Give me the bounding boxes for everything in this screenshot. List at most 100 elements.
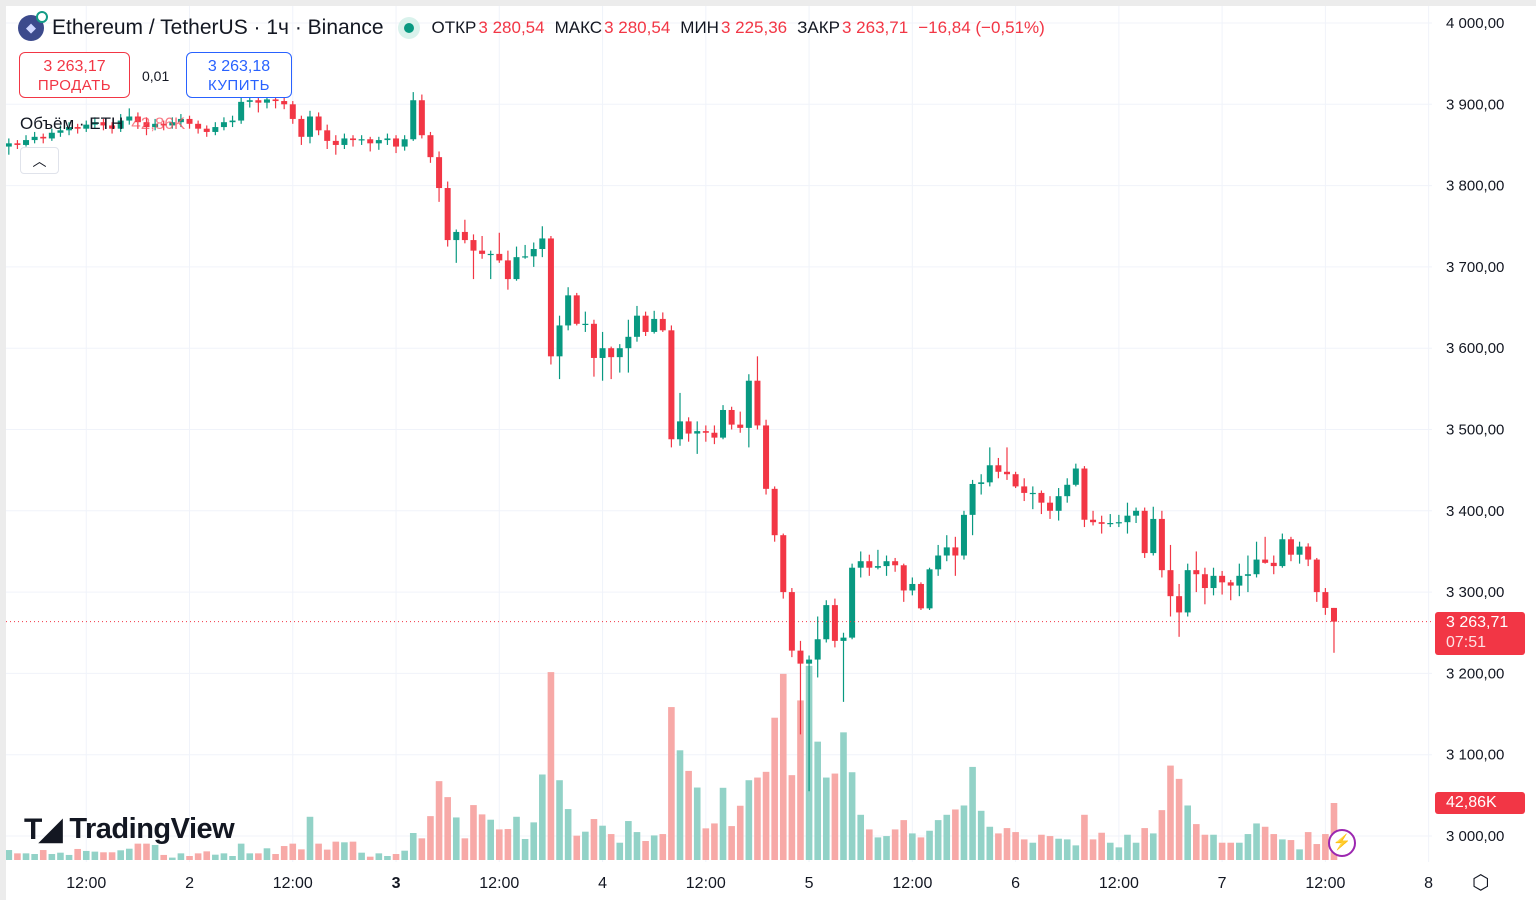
candle	[23, 135, 30, 147]
candle-body	[91, 122, 98, 125]
candle	[866, 554, 873, 576]
volume-bar	[444, 797, 451, 860]
sell-button[interactable]: 3 263,17 ПРОДАТЬ	[19, 52, 130, 98]
volume-bar	[169, 857, 176, 860]
candle	[771, 486, 778, 542]
volume-bar	[57, 852, 64, 860]
candle-body	[1133, 510, 1140, 516]
candle-body	[530, 249, 537, 257]
volume-bar	[547, 672, 555, 860]
candle-body	[6, 143, 12, 147]
brand-name: TradingView	[69, 813, 235, 845]
candle	[1158, 510, 1165, 578]
candle-body	[444, 188, 451, 241]
lightning-icon[interactable]: ⚡	[1328, 829, 1356, 857]
volume-bar	[461, 838, 469, 860]
volume-bar	[513, 816, 520, 860]
candle	[616, 344, 623, 373]
volume-bar	[702, 828, 710, 860]
candle-body	[599, 348, 606, 358]
price-tick-label: 3 100,00	[1446, 747, 1504, 764]
volume-bar	[323, 849, 331, 860]
candle-body	[418, 100, 425, 136]
candle-body	[169, 122, 176, 126]
candle	[1064, 478, 1071, 503]
tradingview-logo[interactable]: T◢ TradingView	[24, 812, 235, 847]
candle-body	[720, 409, 727, 438]
candle-body	[23, 140, 30, 145]
candle	[917, 582, 924, 610]
candle-body	[874, 566, 881, 568]
time-tick-label: 12:00	[479, 875, 519, 892]
candle-body	[1330, 607, 1337, 622]
volume-bar	[831, 773, 839, 860]
volume-bar	[952, 809, 959, 860]
volume-bar	[685, 770, 692, 860]
candle	[1219, 570, 1226, 595]
candle-body	[522, 256, 529, 258]
volume-bar	[530, 822, 538, 860]
candle	[229, 115, 236, 128]
candle-body	[866, 561, 873, 568]
candle	[14, 140, 21, 150]
candle-body	[1193, 570, 1200, 575]
change-value: −16,84 (−0,51%)	[918, 18, 1045, 37]
volume-bar	[822, 777, 830, 860]
candle-body	[849, 567, 856, 638]
sell-label: ПРОДАТЬ	[37, 77, 112, 94]
volume-value-label: 42,86K	[1435, 792, 1525, 814]
candle	[814, 616, 821, 678]
candle	[48, 128, 55, 141]
candle-body	[220, 122, 227, 128]
low-value: 3 225,36	[720, 18, 788, 37]
volume-bar	[1012, 832, 1019, 860]
candle	[625, 319, 632, 373]
chart-panel[interactable]: 4 000,00 3 900,00 3 800,00 3 700,00 3 600,00…	[6, 6, 1536, 900]
volume-bar	[496, 829, 503, 860]
volume-bar	[470, 805, 477, 860]
volume-bar	[1098, 832, 1105, 860]
candle-body	[263, 99, 270, 103]
volume-bar	[134, 843, 142, 860]
volume-bar	[1115, 847, 1123, 860]
volume-bar	[1322, 834, 1329, 860]
candlestick-chart[interactable]: 4 000,00 3 900,00 3 800,00 3 700,00 3 600,00…	[6, 6, 1536, 900]
buy-button[interactable]: 3 263,18 КУПИТЬ	[186, 52, 292, 98]
candle-body	[496, 253, 503, 261]
volume-bar	[771, 717, 778, 860]
volume-bar	[676, 750, 684, 860]
volume-bar	[220, 853, 228, 860]
candle-body	[1279, 539, 1286, 567]
settings-icon[interactable]: ⬡	[1472, 872, 1490, 894]
candle	[40, 133, 47, 144]
volume-bar	[1167, 765, 1174, 860]
candle-body	[152, 123, 159, 128]
candle	[1201, 567, 1208, 605]
symbol-title[interactable]: Ethereum / TetherUS · 1ч · Binance	[52, 16, 384, 39]
candle	[754, 356, 761, 430]
candle-body	[625, 336, 632, 349]
candle-body	[1021, 486, 1028, 493]
candle	[702, 425, 709, 442]
time-tick-label: 4	[598, 875, 607, 892]
candle	[1193, 551, 1200, 593]
market-status-icon[interactable]	[397, 17, 420, 39]
volume-bar	[711, 823, 718, 860]
volume-bar	[1253, 823, 1260, 860]
volume-bar	[607, 834, 615, 860]
candle-body	[1184, 570, 1191, 613]
collapse-legend-button[interactable]: ︿	[20, 147, 59, 174]
volume-bar	[909, 833, 916, 860]
volume-legend[interactable]: Объём · ETH 42,86K	[20, 114, 185, 134]
volume-bar	[289, 843, 297, 860]
candle-body	[952, 547, 959, 556]
volume-bar	[633, 832, 641, 860]
price-tick-label: 4 000,00	[1446, 15, 1504, 32]
low-label: МИН	[680, 18, 719, 37]
price-axis: 4 000,00 3 900,00 3 800,00 3 700,00 3 600,00…	[1446, 15, 1504, 845]
candle-body	[814, 639, 821, 660]
volume-bar	[117, 850, 124, 860]
volume-bar	[1141, 828, 1148, 860]
candle	[195, 120, 202, 134]
volume-bar	[194, 853, 202, 860]
